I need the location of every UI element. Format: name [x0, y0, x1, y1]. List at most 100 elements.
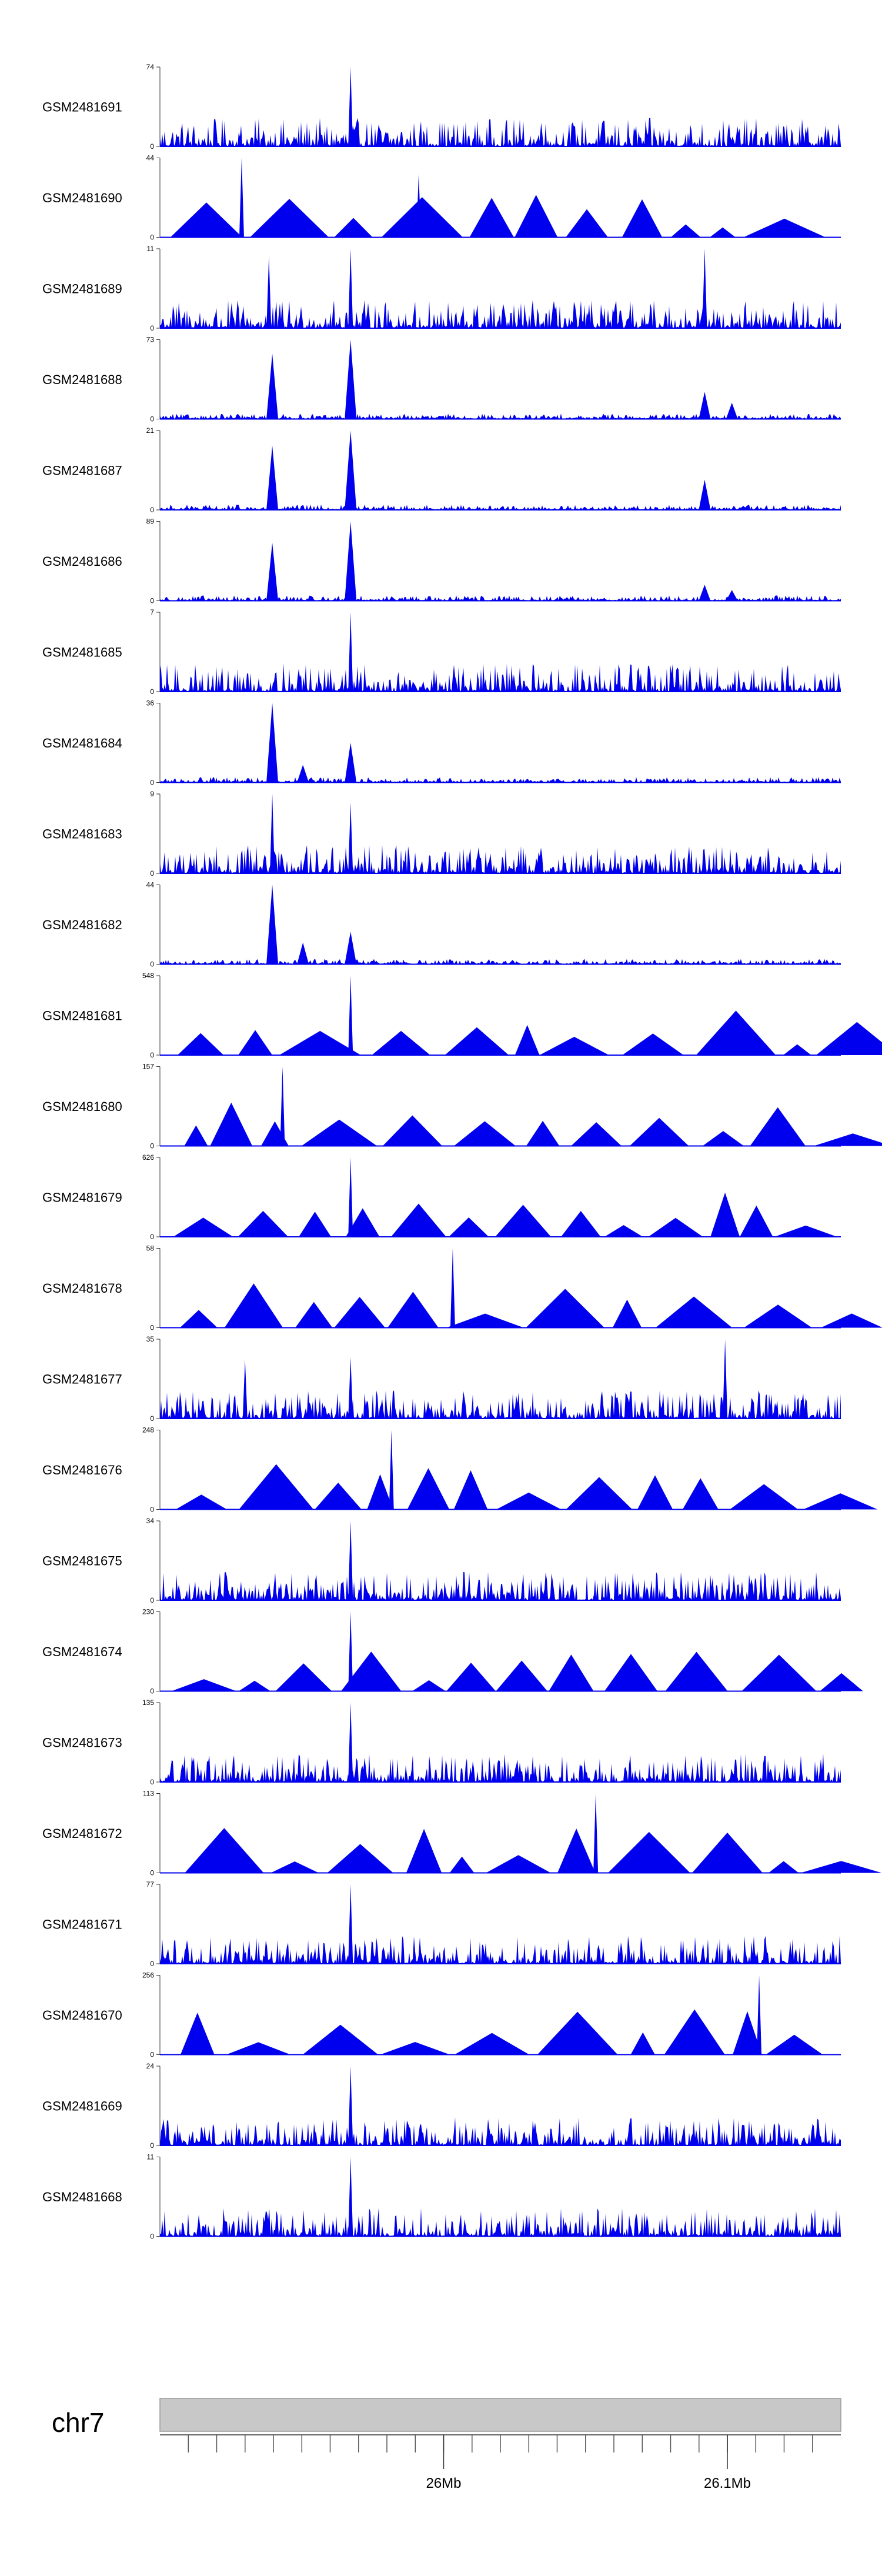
y-max-label: 626: [142, 1153, 154, 1162]
y-min-label: 0: [150, 1687, 154, 1696]
x-tick-label: 26.1Mb: [704, 2475, 751, 2491]
y-max-label: 44: [146, 154, 155, 162]
track-label: GSM2481671: [42, 1917, 122, 1932]
signal-peak: [593, 1793, 599, 1873]
signal-peak: [348, 67, 353, 146]
y-max-label: 11: [147, 2153, 155, 2161]
y-min-label: 0: [150, 1778, 154, 1786]
track-GSM2481677: GSM2481677 35 0: [42, 1335, 841, 1423]
track-label: GSM2481683: [42, 827, 122, 842]
genomic-axis: 26Mb 26.1Mb: [160, 2434, 841, 2491]
track-GSM2481675: GSM2481675 34 0: [42, 1517, 841, 1604]
track-GSM2481678: GSM2481678 58 0: [42, 1244, 882, 1332]
track-label: GSM2481677: [42, 1372, 122, 1387]
track-GSM2481669: GSM2481669 24 0: [42, 2062, 841, 2150]
signal-area: [160, 1936, 841, 1964]
signal-area: [160, 413, 841, 419]
track-GSM2481672: GSM2481672 113 0: [42, 1790, 882, 1877]
signal-peak: [699, 585, 711, 601]
y-max-label: 44: [146, 881, 155, 889]
signal-area: [160, 1464, 878, 1510]
track-GSM2481687: GSM2481687 21 0: [42, 426, 841, 514]
signal-area: [160, 2208, 841, 2237]
track-label: GSM2481690: [42, 191, 122, 205]
signal-peak: [297, 765, 309, 783]
signal-area: [160, 1283, 882, 1328]
y-min-label: 0: [150, 1596, 154, 1604]
signal-area: [160, 1828, 882, 1873]
track-GSM2481668: GSM2481668 11 0: [42, 2153, 841, 2241]
signal-peak: [266, 703, 279, 783]
y-min-label: 0: [150, 688, 154, 696]
y-min-label: 0: [150, 142, 154, 151]
signal-area: [160, 595, 841, 601]
signal-peak: [348, 249, 353, 328]
signal-area: [160, 1102, 882, 1146]
signal-peak: [280, 1066, 285, 1146]
y-min-label: 0: [150, 869, 154, 877]
signal-peak: [723, 1339, 728, 1419]
signal-peak: [702, 249, 707, 328]
track-GSM2481673: GSM2481673 135 0: [42, 1699, 841, 1786]
track-label: GSM2481691: [42, 100, 122, 115]
signal-peak: [699, 479, 711, 510]
track-GSM2481691: GSM2481691 74 0: [42, 63, 841, 151]
signal-peak: [348, 803, 353, 873]
track-label: GSM2481669: [42, 2099, 122, 2114]
signal-area: [160, 663, 841, 692]
signal-peak: [348, 1884, 353, 1964]
signal-area: [160, 505, 841, 510]
y-max-label: 58: [146, 1244, 155, 1253]
y-min-label: 0: [150, 2141, 154, 2150]
track-GSM2481683: GSM2481683 9 0: [42, 790, 841, 877]
track-label: GSM2481674: [42, 1644, 122, 1659]
signal-area: [160, 845, 841, 873]
signal-peak: [345, 743, 357, 783]
track-GSM2481681: GSM2481681 548 0: [42, 972, 882, 1059]
track-GSM2481690: GSM2481690 44 0: [42, 154, 841, 242]
signal-peak: [348, 612, 353, 692]
signal-peak: [726, 590, 738, 601]
track-label: GSM2481686: [42, 554, 122, 569]
signal-peak: [348, 2157, 353, 2237]
y-max-label: 34: [146, 1517, 155, 1525]
signal-area: [160, 1192, 841, 1237]
track-GSM2481674: GSM2481674 230 0: [42, 1608, 863, 1696]
signal-peak: [345, 339, 357, 419]
signal-peak: [266, 353, 279, 419]
y-max-label: 73: [146, 336, 155, 344]
y-max-label: 248: [142, 1426, 154, 1434]
signal-area: [160, 1754, 841, 1782]
signal-peak: [239, 158, 244, 238]
signal-area: [160, 300, 841, 328]
signal-peak: [266, 256, 272, 328]
y-min-label: 0: [150, 960, 154, 969]
track-label: GSM2481680: [42, 1099, 122, 1114]
track-GSM2481680: GSM2481680 157 0: [42, 1063, 882, 1150]
track-GSM2481686: GSM2481686 89 0: [42, 518, 841, 605]
y-max-label: 11: [147, 245, 155, 253]
signal-peak: [348, 1521, 353, 1600]
signal-peak: [699, 392, 711, 419]
signal-peak: [348, 2066, 353, 2145]
signal-peak: [345, 521, 357, 601]
y-max-label: 36: [146, 699, 155, 708]
track-label: GSM2481676: [42, 1463, 122, 1477]
y-min-label: 0: [150, 597, 154, 605]
signal-peak: [266, 542, 279, 601]
x-tick-label: 26Mb: [426, 2475, 461, 2491]
y-min-label: 0: [150, 1414, 154, 1423]
signal-peak: [266, 885, 279, 965]
signal-area: [160, 2117, 841, 2145]
track-label: GSM2481673: [42, 1736, 122, 1750]
track-label: GSM2481685: [42, 645, 122, 660]
y-min-label: 0: [150, 324, 154, 332]
track-label: GSM2481681: [42, 1009, 122, 1023]
track-label: GSM2481672: [42, 1826, 122, 1841]
signal-peak: [416, 174, 422, 238]
y-max-label: 24: [146, 2062, 155, 2070]
signal-peak: [348, 1157, 353, 1237]
y-min-label: 0: [150, 233, 154, 242]
track-GSM2481689: GSM2481689 11 0: [42, 245, 841, 332]
track-GSM2481688: GSM2481688 73 0: [42, 336, 841, 423]
